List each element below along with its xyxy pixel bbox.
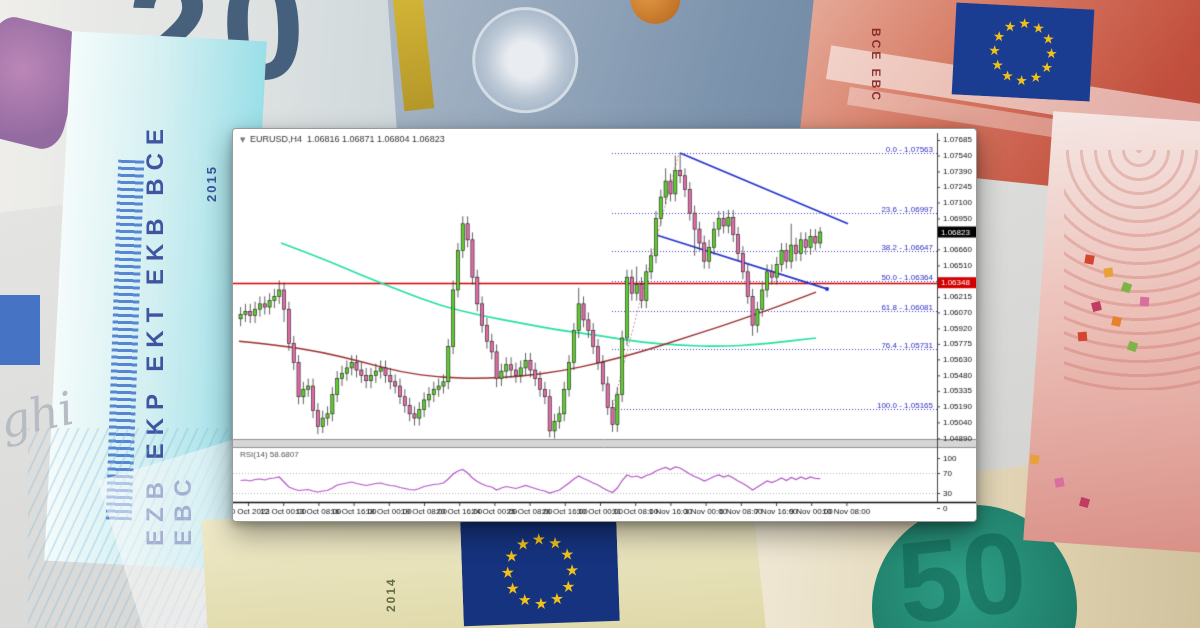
svg-text:★: ★ bbox=[505, 581, 520, 598]
banknote-digits-50: 50 bbox=[891, 507, 1033, 628]
svg-text:★: ★ bbox=[1040, 60, 1053, 76]
svg-text:★: ★ bbox=[565, 562, 580, 579]
svg-text:★: ★ bbox=[1015, 73, 1028, 89]
banknote-year-2014: 2014 bbox=[384, 577, 398, 612]
price-chart-canvas[interactable] bbox=[233, 129, 976, 521]
svg-text:★: ★ bbox=[548, 535, 563, 552]
eu-flag-icon-bottom: ★ ★★★★★★★★★★★ bbox=[460, 516, 620, 627]
svg-text:★: ★ bbox=[560, 546, 575, 563]
hologram-dot bbox=[628, 0, 682, 26]
svg-text:★: ★ bbox=[1042, 31, 1055, 47]
mt4-chart-window bbox=[232, 128, 977, 522]
svg-text:★: ★ bbox=[501, 565, 516, 582]
banknote-blue-square bbox=[0, 295, 40, 365]
svg-text:★: ★ bbox=[550, 591, 565, 608]
eu-flag-icon: ★ ★★★★★★★★★★★ bbox=[951, 2, 1095, 102]
svg-text:★: ★ bbox=[518, 592, 533, 609]
svg-text:★: ★ bbox=[1018, 16, 1031, 32]
svg-text:★: ★ bbox=[534, 596, 549, 613]
svg-text:★: ★ bbox=[1045, 46, 1058, 62]
svg-text:★: ★ bbox=[1001, 68, 1014, 84]
banknote-year-2015: 2015 bbox=[204, 165, 219, 202]
banknote-code-text: BCE EBC bbox=[869, 28, 883, 104]
svg-text:★: ★ bbox=[1003, 19, 1016, 35]
svg-text:★: ★ bbox=[993, 29, 1006, 45]
svg-text:★: ★ bbox=[991, 57, 1004, 73]
svg-text:★: ★ bbox=[1029, 70, 1042, 86]
svg-text:★: ★ bbox=[516, 536, 531, 553]
svg-text:★: ★ bbox=[1032, 20, 1045, 36]
svg-text:★: ★ bbox=[532, 531, 547, 548]
svg-text:★: ★ bbox=[988, 43, 1001, 59]
banknote-arches bbox=[1064, 150, 1200, 390]
svg-text:★: ★ bbox=[504, 548, 519, 565]
hologram-circle bbox=[468, 3, 582, 117]
svg-text:★: ★ bbox=[561, 579, 576, 596]
